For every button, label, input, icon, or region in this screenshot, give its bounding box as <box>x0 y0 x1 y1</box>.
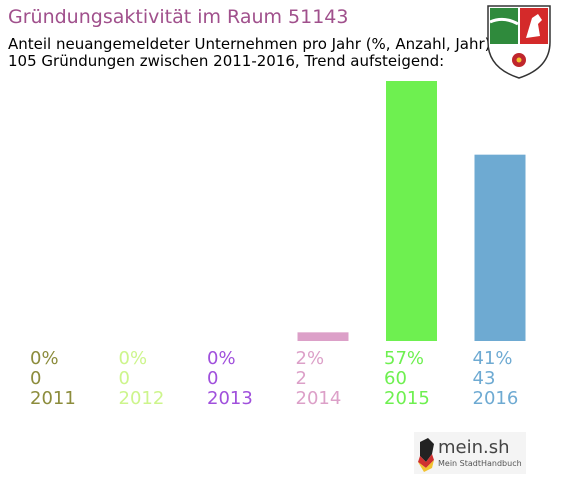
percent-label-2016: 41% <box>473 348 513 369</box>
percent-label-2014: 2% <box>296 348 325 369</box>
subtitle-line-1: Anteil neuangemeldeter Unternehmen pro J… <box>8 35 491 53</box>
percent-label-2013: 0% <box>207 348 236 369</box>
bar-2014 <box>297 332 349 341</box>
map-pin-germany-icon <box>418 438 434 472</box>
chart-subtitle: Anteil neuangemeldeter Unternehmen pro J… <box>8 36 491 70</box>
bar-2015 <box>386 81 437 341</box>
year-label-2013: 2013 <box>207 388 253 409</box>
percent-label-2012: 0% <box>119 348 148 369</box>
year-label-2015: 2015 <box>384 388 430 409</box>
percent-label-2011: 0% <box>30 348 59 369</box>
percent-label-2015: 57% <box>384 348 424 369</box>
year-label-2016: 2016 <box>473 388 519 409</box>
page-title: Gründungsaktivität im Raum 51143 <box>8 6 349 28</box>
mein-sh-logo <box>414 432 526 474</box>
count-label-2011: 0 <box>30 368 41 389</box>
logo-tagline: Mein StadtHandbuch <box>438 459 522 468</box>
count-label-2014: 2 <box>296 368 307 389</box>
year-label-2012: 2012 <box>119 388 165 409</box>
logo-name: mein.sh <box>438 437 510 458</box>
bar-2016 <box>474 154 526 341</box>
year-label-2014: 2014 <box>296 388 342 409</box>
count-label-2012: 0 <box>119 368 130 389</box>
nrw-coat-of-arms-icon <box>487 5 551 79</box>
subtitle-line-2: 105 Gründungen zwischen 2011-2016, Trend… <box>8 52 445 70</box>
count-label-2015: 60 <box>384 368 407 389</box>
count-label-2016: 43 <box>473 368 496 389</box>
year-label-2011: 2011 <box>30 388 76 409</box>
count-label-2013: 0 <box>207 368 218 389</box>
